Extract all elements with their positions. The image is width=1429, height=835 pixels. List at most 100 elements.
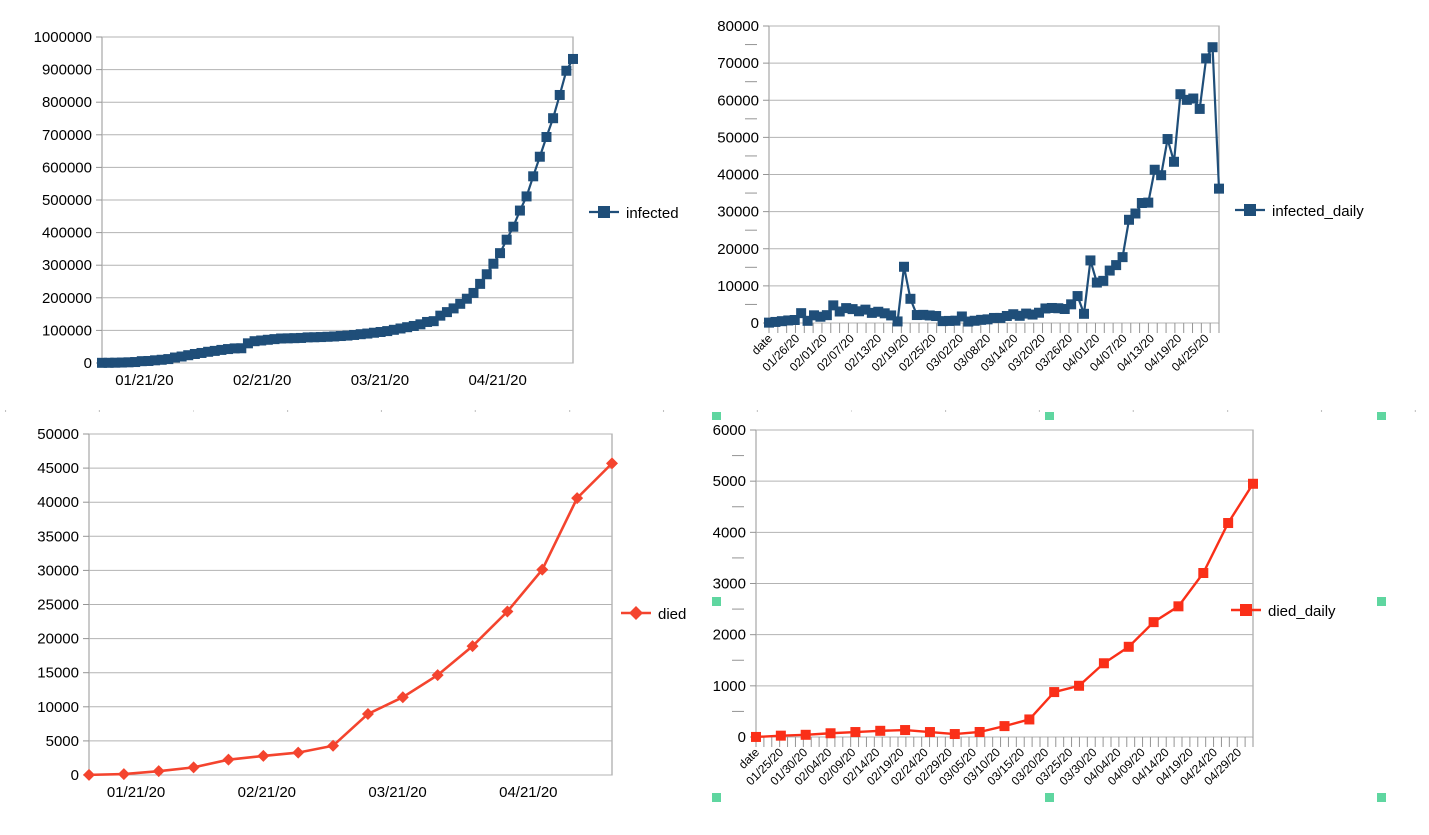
svg-text:01/21/20: 01/21/20 xyxy=(115,372,173,389)
series-markers-infected xyxy=(97,53,578,368)
chart-died-daily-svg: 0 1000 2000 3000 4000 5000 6000 date01/25/2001… xyxy=(712,412,1386,802)
x-tick-labels: date01/25/2001/30/2002/04/2002/09/2002/1… xyxy=(736,745,1245,788)
selection-handle-bottom-left[interactable] xyxy=(712,793,721,802)
svg-text:20000: 20000 xyxy=(37,631,79,648)
y-gridlines xyxy=(96,36,573,364)
selection-handle-mid-right[interactable] xyxy=(1377,597,1386,606)
legend-marker-diamond-icon xyxy=(629,606,643,620)
plot-area-died: 0 5000 10000 15000 20000 25000 30000 35000 40000… xyxy=(37,426,618,801)
x-tick-labels: 01/21/20 02/21/20 03/21/20 04/21/20 xyxy=(115,372,527,389)
svg-text:30000: 30000 xyxy=(37,562,79,579)
y-tick-labels: 0 1000 2000 3000 4000 5000 6000 xyxy=(713,422,746,746)
series-markers-died-daily xyxy=(751,478,1258,742)
svg-text:50000: 50000 xyxy=(717,129,759,146)
plot-area-died-daily: 0 1000 2000 3000 4000 5000 6000 date01/25/2001… xyxy=(713,422,1258,788)
svg-text:40000: 40000 xyxy=(37,494,79,511)
svg-text:70000: 70000 xyxy=(717,55,759,72)
svg-text:02/21/20: 02/21/20 xyxy=(238,784,296,801)
svg-text:30000: 30000 xyxy=(717,204,759,221)
chart-infected-daily-svg: 0 10000 20000 30000 40000 50000 60000 70000 8000… xyxy=(717,18,1364,374)
legend-marker-square-icon xyxy=(1244,204,1256,216)
legend-died-daily[interactable]: died_daily xyxy=(1231,603,1336,620)
legend-marker-square-icon xyxy=(1240,604,1252,616)
svg-text:01/21/20: 01/21/20 xyxy=(107,784,165,801)
svg-text:5000: 5000 xyxy=(713,473,746,490)
plot-area-infected: 0 100000 200000 300000 400000 500000 600000 700… xyxy=(34,29,578,389)
svg-text:400000: 400000 xyxy=(42,225,92,242)
chart-died[interactable]: 0 5000 10000 15000 20000 25000 30000 35000 40000… xyxy=(0,412,715,835)
selection-handle-bottom-right[interactable] xyxy=(1377,793,1386,802)
legend-marker-square-icon xyxy=(598,206,610,218)
chart-died-daily[interactable]: 0 1000 2000 3000 4000 5000 6000 date 01/25/20 01… xyxy=(690,412,1429,835)
svg-text:02/21/20: 02/21/20 xyxy=(233,372,291,389)
svg-text:3000: 3000 xyxy=(713,576,746,593)
selection-handle-bottom-center[interactable] xyxy=(1045,793,1054,802)
svg-text:40000: 40000 xyxy=(717,167,759,184)
svg-text:0: 0 xyxy=(71,767,79,784)
svg-text:15000: 15000 xyxy=(37,665,79,682)
chart-died-svg: 0 5000 10000 15000 20000 25000 30000 35000 40000… xyxy=(37,426,686,801)
svg-text:0: 0 xyxy=(84,355,92,372)
svg-text:04/21/20: 04/21/20 xyxy=(499,784,557,801)
plot-area-infected-daily: 0 10000 20000 30000 40000 50000 60000 70000 8000… xyxy=(717,18,1224,374)
svg-text:50000: 50000 xyxy=(37,426,79,443)
svg-text:600000: 600000 xyxy=(42,159,92,176)
svg-text:300000: 300000 xyxy=(42,257,92,274)
svg-text:700000: 700000 xyxy=(42,127,92,144)
selection-handles[interactable] xyxy=(712,412,1386,802)
svg-text:45000: 45000 xyxy=(37,460,79,477)
x-tick-labels: 01/21/20 02/21/20 03/21/20 04/21/20 xyxy=(107,784,558,801)
svg-text:80000: 80000 xyxy=(717,18,759,35)
svg-text:2000: 2000 xyxy=(713,627,746,644)
y-tick-labels: 0 100000 200000 300000 400000 500000 600000 700… xyxy=(34,29,92,372)
legend-label-died-daily: died_daily xyxy=(1268,603,1336,620)
svg-text:10000: 10000 xyxy=(37,699,79,716)
series-markers-died xyxy=(83,457,618,781)
series-markers-infected-daily xyxy=(764,42,1224,328)
svg-text:60000: 60000 xyxy=(717,92,759,109)
legend-label-infected: infected xyxy=(626,205,679,222)
svg-text:03/21/20: 03/21/20 xyxy=(368,784,426,801)
y-minor-ticks xyxy=(732,455,744,712)
selection-handle-top-left[interactable] xyxy=(712,412,721,420)
y-minor-ticks xyxy=(745,44,757,305)
series-line-died xyxy=(88,462,613,777)
selection-handle-mid-left[interactable] xyxy=(712,597,721,606)
chart-infected[interactable]: 0 100000 200000 300000 400000 500000 600000 700… xyxy=(0,0,715,410)
svg-text:0: 0 xyxy=(751,315,759,332)
svg-text:0: 0 xyxy=(738,729,746,746)
chart-infected-daily[interactable]: 0 10000 20000 30000 40000 50000 60000 70000 8000… xyxy=(690,0,1429,410)
legend-infected[interactable]: infected xyxy=(589,205,679,222)
svg-text:5000: 5000 xyxy=(46,733,79,750)
svg-text:04/21/20: 04/21/20 xyxy=(468,372,526,389)
svg-text:4000: 4000 xyxy=(713,524,746,541)
legend-label-died: died xyxy=(658,606,686,623)
legend-label-infected-daily: infected_daily xyxy=(1272,203,1364,220)
svg-text:6000: 6000 xyxy=(713,422,746,439)
svg-text:10000: 10000 xyxy=(717,278,759,295)
svg-text:800000: 800000 xyxy=(42,94,92,111)
y-gridlines xyxy=(83,433,612,776)
y-gridlines xyxy=(750,429,1253,738)
legend-died[interactable]: died xyxy=(621,606,686,623)
svg-text:1000000: 1000000 xyxy=(34,29,92,46)
x-tick-labels: date01/26/2002/01/2002/07/2002/13/2002/1… xyxy=(749,331,1212,374)
chart-infected-svg: 0 100000 200000 300000 400000 500000 600000 700… xyxy=(34,29,679,389)
svg-text:03/21/20: 03/21/20 xyxy=(351,372,409,389)
svg-text:35000: 35000 xyxy=(37,528,79,545)
y-tick-labels: 0 10000 20000 30000 40000 50000 60000 70000 8000… xyxy=(717,18,759,332)
svg-text:20000: 20000 xyxy=(717,241,759,258)
svg-text:100000: 100000 xyxy=(42,322,92,339)
y-tick-labels: 0 5000 10000 15000 20000 25000 30000 35000 40000… xyxy=(37,426,79,784)
legend-infected-daily[interactable]: infected_daily xyxy=(1235,203,1364,220)
x-tick-marks xyxy=(768,323,1220,333)
y-gridlines xyxy=(763,25,1219,324)
svg-text:1000: 1000 xyxy=(713,678,746,695)
x-tick-marks xyxy=(755,737,1254,747)
selection-handle-top-right[interactable] xyxy=(1377,412,1386,420)
selection-handle-top-center[interactable] xyxy=(1045,412,1054,420)
svg-text:25000: 25000 xyxy=(37,597,79,614)
svg-text:200000: 200000 xyxy=(42,290,92,307)
svg-text:900000: 900000 xyxy=(42,62,92,79)
svg-text:500000: 500000 xyxy=(42,192,92,209)
